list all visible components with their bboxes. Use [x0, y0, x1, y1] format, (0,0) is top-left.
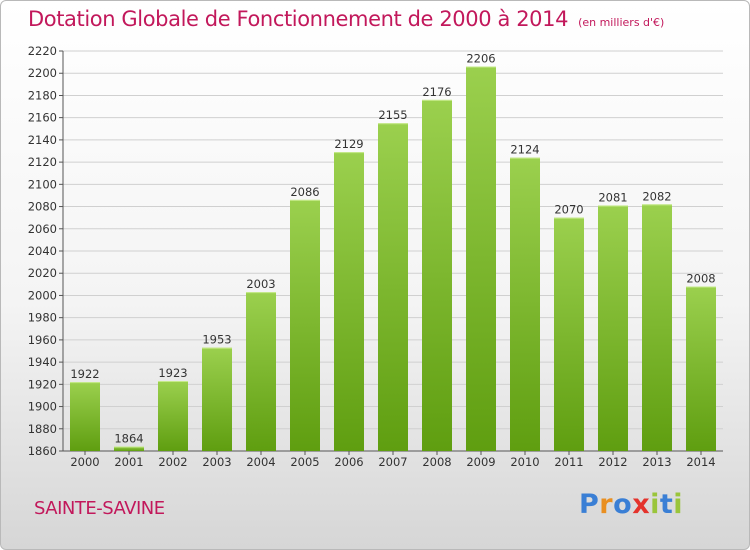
chart-header: Dotation Globale de Fonctionnement de 20… [28, 7, 664, 31]
x-tick-label: 2000 [70, 455, 99, 469]
chart-unit: (en milliers d'€) [578, 16, 665, 29]
bar [466, 66, 496, 452]
y-tick-label: 2120 [28, 155, 57, 169]
data-label: 2003 [246, 277, 275, 291]
y-tick-label: 1900 [28, 400, 57, 414]
bar [290, 199, 320, 451]
logo-letter: x [632, 489, 651, 520]
commune-name: SAINTE-SAVINE [34, 498, 165, 519]
x-tick-label: 2011 [554, 455, 583, 469]
logo-letter: P [579, 489, 600, 520]
y-tick-label: 2080 [28, 200, 57, 214]
y-tick-label: 2100 [28, 177, 57, 191]
x-tick-labels: 2000 2001 2002 2003 2004 2005 2006 2007 2008 2009… [70, 451, 716, 469]
data-label: 2176 [422, 85, 451, 99]
data-label: 2008 [686, 272, 715, 286]
y-tick-label: 1860 [28, 444, 57, 458]
y-tick-labels: 1860 1880 1900 1920 1940 1960 1980 2000 2020 2040… [28, 44, 63, 458]
y-tick-label: 1960 [28, 333, 57, 347]
proxiti-logo[interactable]: Proxiti [579, 489, 683, 520]
bar [422, 99, 452, 451]
data-label: 1864 [114, 432, 143, 446]
bar [246, 292, 276, 451]
bar [598, 205, 628, 451]
data-label: 1923 [158, 366, 187, 380]
logo-letter: r [599, 489, 614, 520]
bar [554, 217, 584, 451]
bar [202, 347, 232, 451]
data-label: 2082 [642, 189, 671, 203]
x-tick-label: 2008 [422, 455, 451, 469]
x-tick-label: 2002 [158, 455, 187, 469]
logo-letter: o [613, 489, 633, 520]
data-label: 2070 [554, 203, 583, 217]
bar [642, 204, 672, 451]
y-tick-label: 2000 [28, 288, 57, 302]
data-labels: 1922 1864 1923 1953 2003 2086 2129 2155 2176 2206… [70, 52, 715, 446]
data-label: 2081 [598, 190, 627, 204]
bar [378, 123, 408, 451]
bar [510, 157, 540, 451]
bar [114, 446, 144, 451]
y-tick-label: 1920 [28, 377, 57, 391]
x-tick-label: 2003 [202, 455, 231, 469]
data-label: 2086 [290, 185, 319, 199]
data-label: 2129 [334, 137, 363, 151]
logo-letter: i [650, 489, 660, 520]
y-tick-label: 2200 [28, 66, 57, 80]
x-tick-label: 2007 [378, 455, 407, 469]
data-label: 1953 [202, 333, 231, 347]
x-tick-label: 2013 [642, 455, 671, 469]
y-tick-label: 2140 [28, 133, 57, 147]
x-tick-label: 2006 [334, 455, 363, 469]
x-tick-label: 2004 [246, 455, 275, 469]
x-tick-label: 2012 [598, 455, 627, 469]
data-label: 2155 [378, 108, 407, 122]
x-tick-label: 2001 [114, 455, 143, 469]
chart-title: Dotation Globale de Fonctionnement de 20… [28, 7, 569, 31]
y-tick-label: 2060 [28, 222, 57, 236]
x-tick-label: 2009 [466, 455, 495, 469]
logo-letter: t [659, 489, 674, 520]
data-label: 2206 [466, 52, 495, 66]
data-label: 2124 [510, 143, 539, 157]
bar [334, 152, 364, 451]
y-tick-label: 2220 [28, 44, 57, 58]
bars [70, 66, 716, 452]
y-tick-label: 1980 [28, 311, 57, 325]
y-tick-label: 2040 [28, 244, 57, 258]
y-tick-label: 1880 [28, 422, 57, 436]
y-tick-label: 2160 [28, 111, 57, 125]
data-label: 1922 [70, 367, 99, 381]
bar [70, 382, 100, 451]
x-tick-label: 2005 [290, 455, 319, 469]
y-tick-label: 2020 [28, 266, 57, 280]
bar [686, 286, 716, 451]
x-tick-label: 2014 [686, 455, 715, 469]
bar [158, 381, 188, 451]
y-tick-label: 2180 [28, 88, 57, 102]
y-tick-label: 1940 [28, 355, 57, 369]
logo-letter: i [673, 489, 684, 520]
x-tick-label: 2010 [510, 455, 539, 469]
